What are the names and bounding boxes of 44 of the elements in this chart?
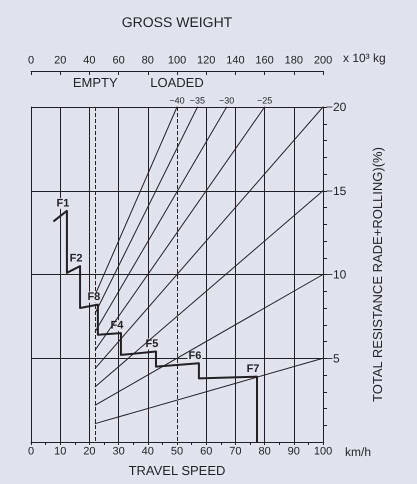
y-tick-label: −10 xyxy=(326,268,347,282)
x-tick-label: 10 xyxy=(54,446,66,458)
ref-line-label: EMPTY xyxy=(72,75,118,90)
x-tick-label: 20 xyxy=(83,446,96,458)
x-tick-label: 30 xyxy=(112,446,125,458)
x2-tick-label: 160 xyxy=(255,54,274,66)
annotation: F1 xyxy=(56,197,70,210)
x2-tick-label: 80 xyxy=(142,54,154,66)
series-label: −40 xyxy=(169,96,185,106)
x-tick-label: 40 xyxy=(142,446,154,458)
x2-tick-label: 20 xyxy=(54,54,66,66)
y-tick-label: −20 xyxy=(326,100,347,114)
y-tick-label: −15 xyxy=(326,184,347,198)
series-label: −30 xyxy=(219,96,234,106)
x-tick-label: 60 xyxy=(200,446,212,458)
annotation: F8 xyxy=(87,291,100,304)
x2-axis-title: GROSS WEIGHT xyxy=(122,14,233,30)
x-tick-label: 80 xyxy=(258,446,271,458)
x2-tick-label: 200 xyxy=(314,54,332,66)
text: x 10³ kg xyxy=(343,51,386,65)
x2-tick-label: 40 xyxy=(83,54,96,66)
annotation: F7 xyxy=(246,363,260,376)
x2-tick-label: 180 xyxy=(284,54,303,66)
x-tick-label: 70 xyxy=(229,446,242,458)
x-tick-label: 50 xyxy=(170,446,184,458)
annotation: F6 xyxy=(188,350,202,362)
text: km/h xyxy=(345,445,372,459)
x2-tick-label: 120 xyxy=(197,54,216,66)
y-tick-label: −5 xyxy=(326,351,340,366)
x2-tick-label: 100 xyxy=(168,54,186,66)
x2-tick-label: 140 xyxy=(226,54,245,66)
series-label: −25 xyxy=(256,96,272,106)
x-axis-title: TRAVEL SPEED xyxy=(128,463,226,478)
ref-line-label: LOADED xyxy=(150,75,204,90)
y-axis-title: TOTAL RESISTANCE RADE+ROLLING)(%) xyxy=(370,147,385,402)
series-label: −35 xyxy=(190,96,206,106)
x-tick-label: 100 xyxy=(314,446,332,458)
annotation: F2 xyxy=(70,252,82,265)
annotation: F4 xyxy=(110,320,124,332)
x-tick-label: 0 xyxy=(28,446,34,458)
annotation: F5 xyxy=(146,338,158,350)
x2-tick-label: 0 xyxy=(28,54,34,66)
x-tick-label: 90 xyxy=(288,446,300,458)
x2-tick-label: 60 xyxy=(112,54,125,66)
